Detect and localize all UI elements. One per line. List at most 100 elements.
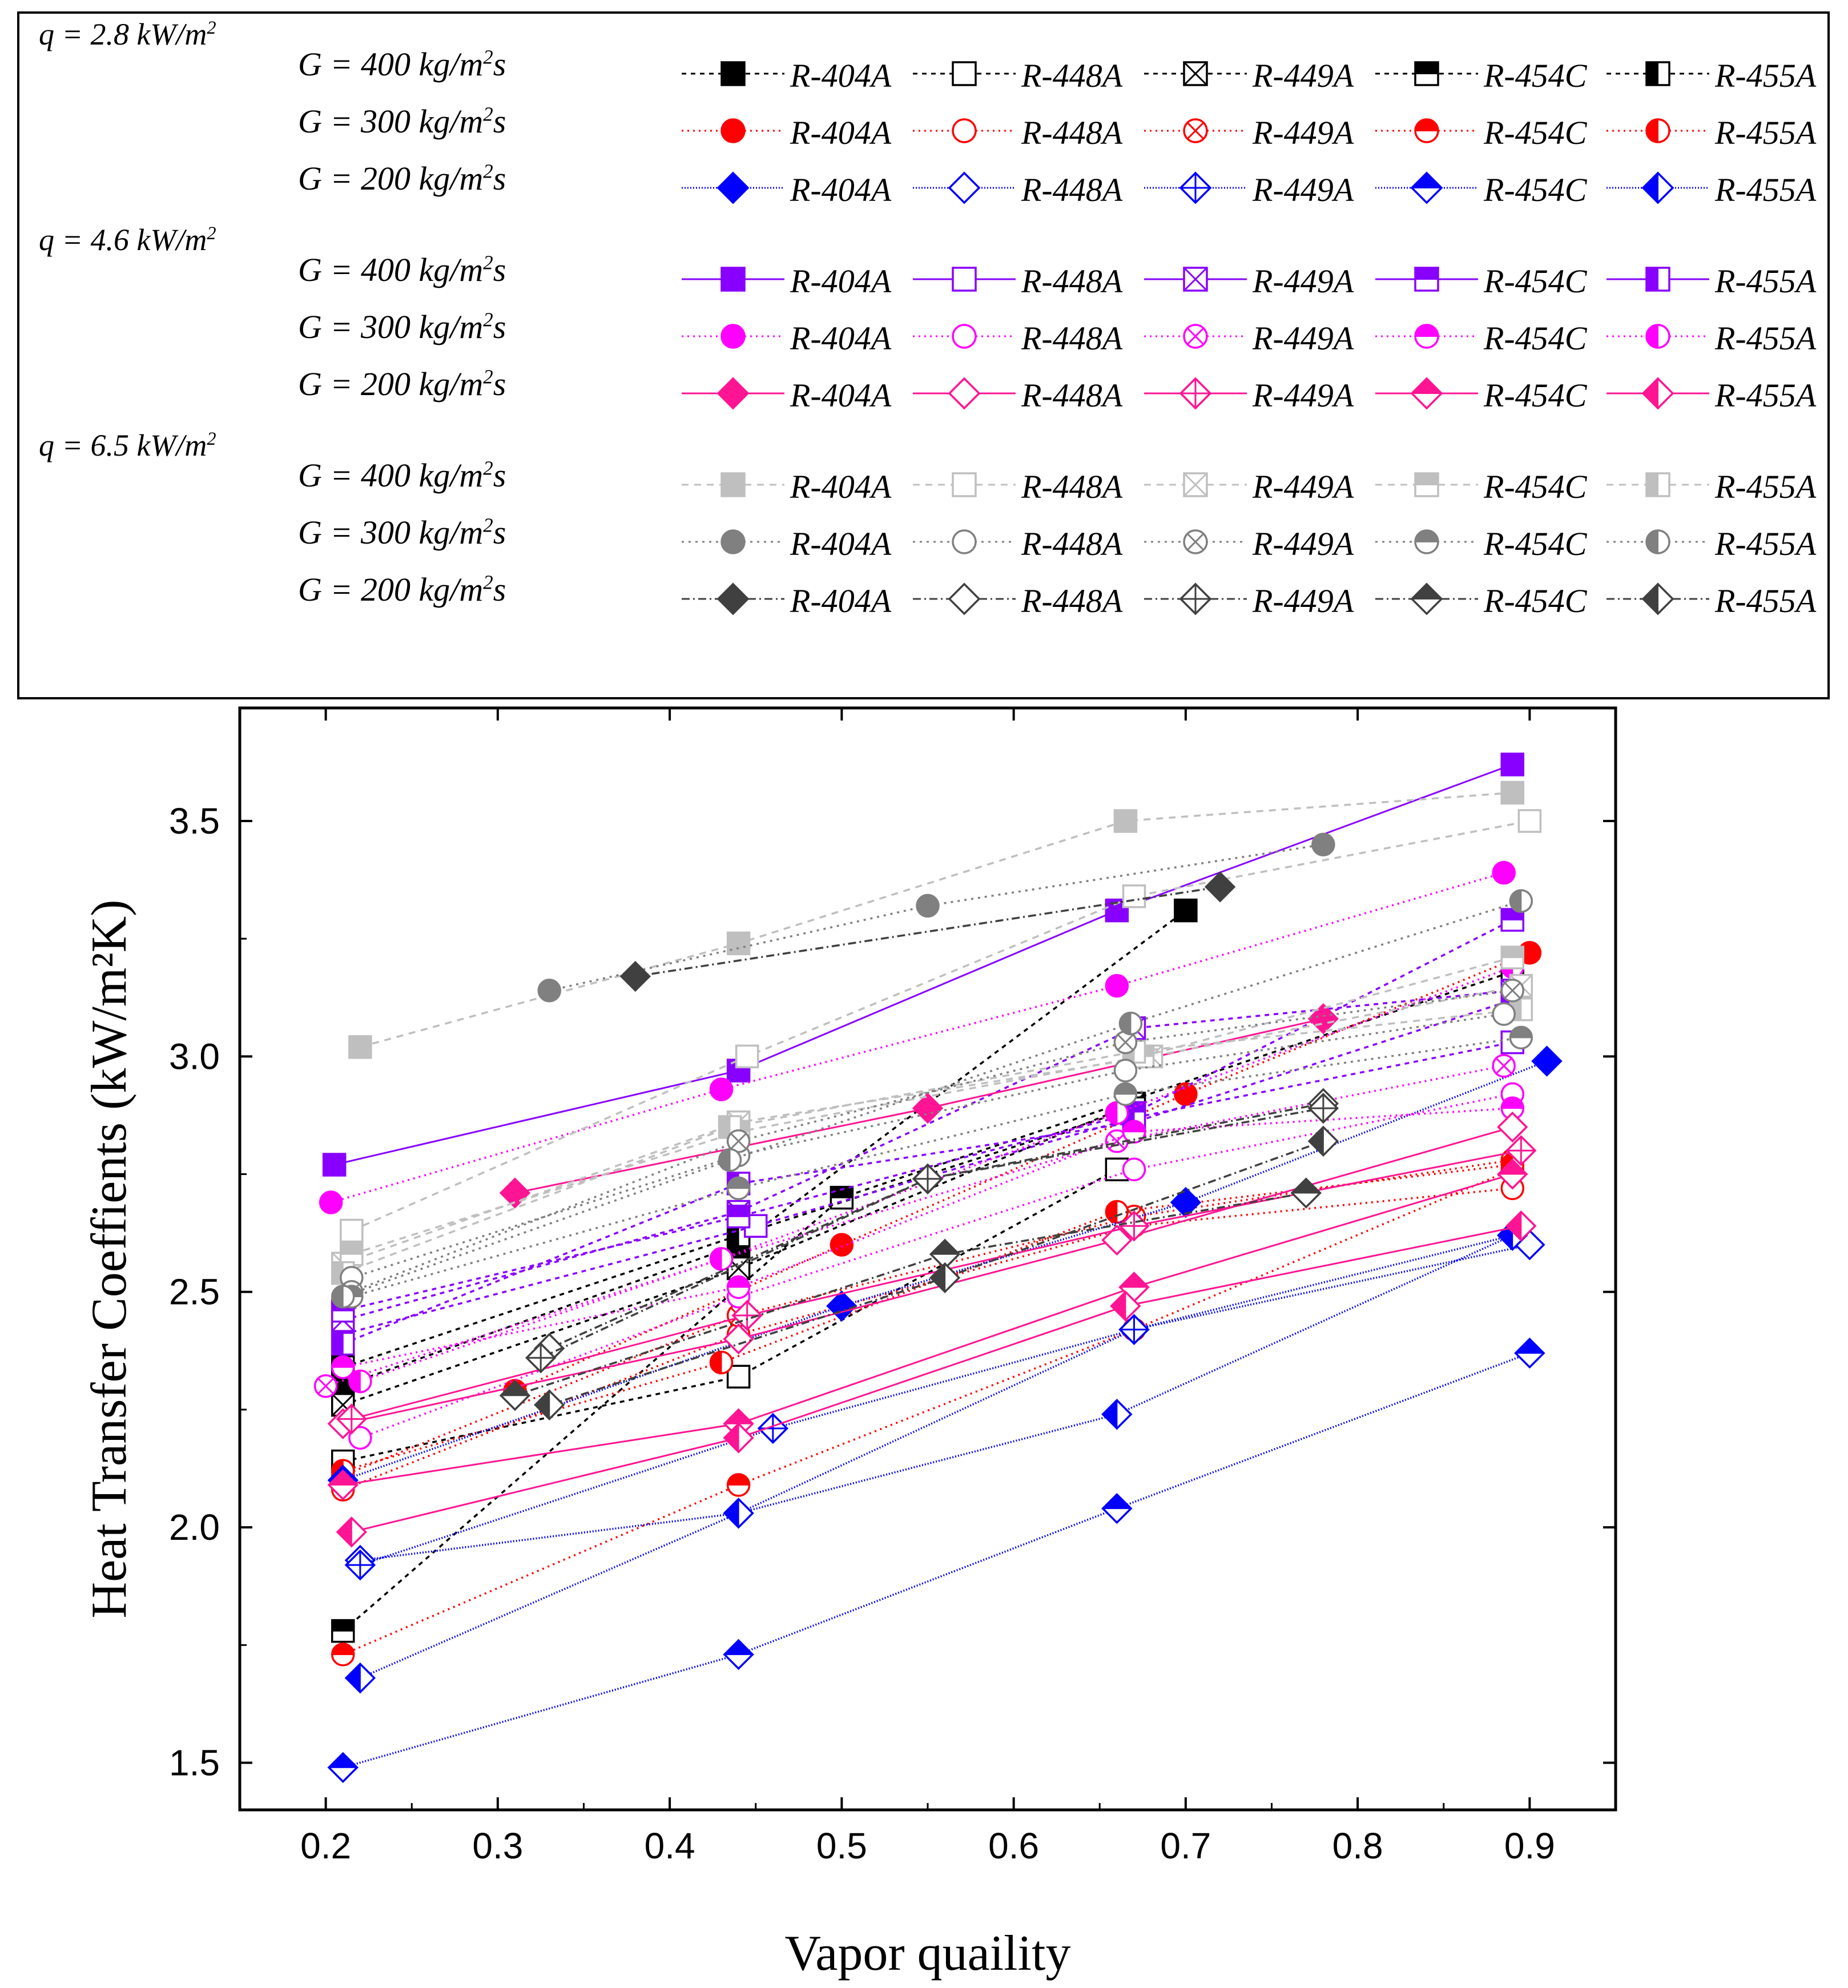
data-point	[709, 1077, 734, 1101]
data-point	[1492, 1002, 1516, 1026]
legend-marker-square	[720, 267, 746, 292]
legend-label: R-455A	[1715, 57, 1817, 94]
legend-entry: R-449A	[1144, 165, 1384, 211]
legend-entry: R-454C	[1375, 313, 1615, 359]
legend-entry: R-449A	[1144, 51, 1384, 96]
data-point	[1500, 780, 1524, 805]
data-point	[735, 1044, 759, 1069]
x-tick-label: 0.7	[1160, 1825, 1211, 1866]
legend-entry: R-404A	[682, 519, 921, 565]
legend-label: R-404A	[790, 171, 892, 208]
legend-entry: R-404A	[682, 313, 921, 359]
series	[331, 997, 1533, 1285]
data-point	[1509, 889, 1533, 913]
data-point	[1105, 1200, 1129, 1224]
legend-marker-circle	[720, 324, 746, 349]
legend-entry: R-455A	[1607, 256, 1846, 302]
legend-marker-diamond	[1410, 582, 1443, 615]
legend-g-label: G = 200 kg/m2s	[298, 160, 506, 197]
series	[336, 1210, 1537, 1548]
legend-g-label: G = 400 kg/m2s	[298, 457, 506, 494]
legend-label: R-448A	[1021, 468, 1123, 505]
chart: 0.2 0.3 0.4 0.5 0.6 0.7 0.8 0.9 1.5 2.0 2.5 3.0 3.5 V…	[82, 706, 1617, 1981]
series	[331, 979, 1524, 1332]
data-point	[726, 1473, 751, 1497]
legend-marker-circle	[1183, 324, 1208, 349]
legend-entry: R-404A	[682, 576, 921, 622]
legend-label: R-449A	[1253, 525, 1354, 562]
legend-label: R-454C	[1484, 377, 1587, 414]
data-point	[331, 1331, 355, 1356]
series-line	[360, 1243, 1530, 1562]
data-point	[1101, 1492, 1133, 1524]
data-point	[1497, 1111, 1528, 1143]
series	[340, 1025, 1533, 1309]
data-point	[830, 1186, 854, 1210]
data-point	[331, 1285, 355, 1309]
data-point	[1118, 1314, 1150, 1345]
data-point	[830, 1233, 854, 1257]
x-tick-label: 0.4	[645, 1825, 695, 1866]
legend-marker-diamond	[716, 377, 750, 410]
series-line	[540, 1107, 1324, 1359]
legend-entry: R-448A	[913, 165, 1153, 211]
data-point	[1514, 1337, 1545, 1369]
legend-label: R-449A	[1253, 377, 1354, 414]
legend-marker-square	[952, 472, 977, 497]
data-point	[929, 1238, 961, 1270]
data-point	[1500, 979, 1524, 1003]
legend-marker-circle	[1414, 118, 1439, 143]
legend-entry: R-454C	[1375, 108, 1615, 154]
data-point	[723, 1498, 754, 1529]
legend-entry: R-454C	[1375, 165, 1615, 211]
series-line	[343, 984, 1521, 1265]
series	[331, 889, 1533, 1309]
legend-entry: R-449A	[1144, 576, 1384, 622]
series-line	[351, 1036, 1521, 1298]
legend-label: R-455A	[1715, 320, 1817, 357]
data-point	[1509, 1025, 1533, 1050]
series	[534, 1125, 1339, 1420]
legend-label: R-404A	[790, 525, 892, 562]
legend-entry: R-449A	[1144, 462, 1384, 508]
legend-entry: R-455A	[1607, 576, 1846, 622]
data-point	[1492, 860, 1516, 885]
legend-label: R-454C	[1484, 57, 1587, 94]
data-point	[340, 1218, 364, 1243]
legend-label: R-404A	[790, 582, 892, 619]
x-tick-label: 0.5	[816, 1825, 867, 1866]
legend-entry: R-455A	[1607, 165, 1846, 211]
series-line	[514, 952, 1531, 1392]
legend-label: R-449A	[1253, 468, 1354, 505]
series-line	[343, 1173, 1513, 1486]
legend-entry: R-454C	[1375, 371, 1615, 416]
series	[499, 1003, 1339, 1209]
series-line	[351, 1225, 1521, 1533]
legend-marker-square	[1645, 267, 1670, 292]
series-line	[360, 791, 1513, 1048]
legend-entry: R-449A	[1144, 108, 1384, 154]
data-point	[537, 979, 561, 1003]
series-line	[343, 1352, 1531, 1769]
data-point	[1505, 1135, 1537, 1166]
x-tick-label: 0.2	[300, 1825, 351, 1866]
legend-label: R-455A	[1715, 263, 1817, 300]
legend-marker-square	[1414, 472, 1439, 497]
data-point	[1517, 809, 1542, 833]
legend-label: R-404A	[790, 114, 892, 151]
legend-marker-square	[720, 61, 746, 86]
legend-marker-diamond	[1641, 377, 1674, 410]
legend-entry: R-455A	[1607, 313, 1846, 359]
legend-marker-diamond	[716, 582, 750, 615]
data-point	[348, 1369, 372, 1394]
legend-entry: R-448A	[913, 108, 1153, 154]
legend-label: R-448A	[1021, 320, 1123, 357]
legend-label: R-404A	[790, 320, 892, 357]
legend-marker-square	[952, 61, 977, 86]
data-point	[344, 1662, 376, 1694]
data-point	[723, 1639, 754, 1670]
y-tick-label: 3.0	[169, 1036, 220, 1077]
series	[619, 871, 1236, 992]
legend-marker-circle	[1414, 324, 1439, 349]
series	[340, 809, 1542, 1243]
